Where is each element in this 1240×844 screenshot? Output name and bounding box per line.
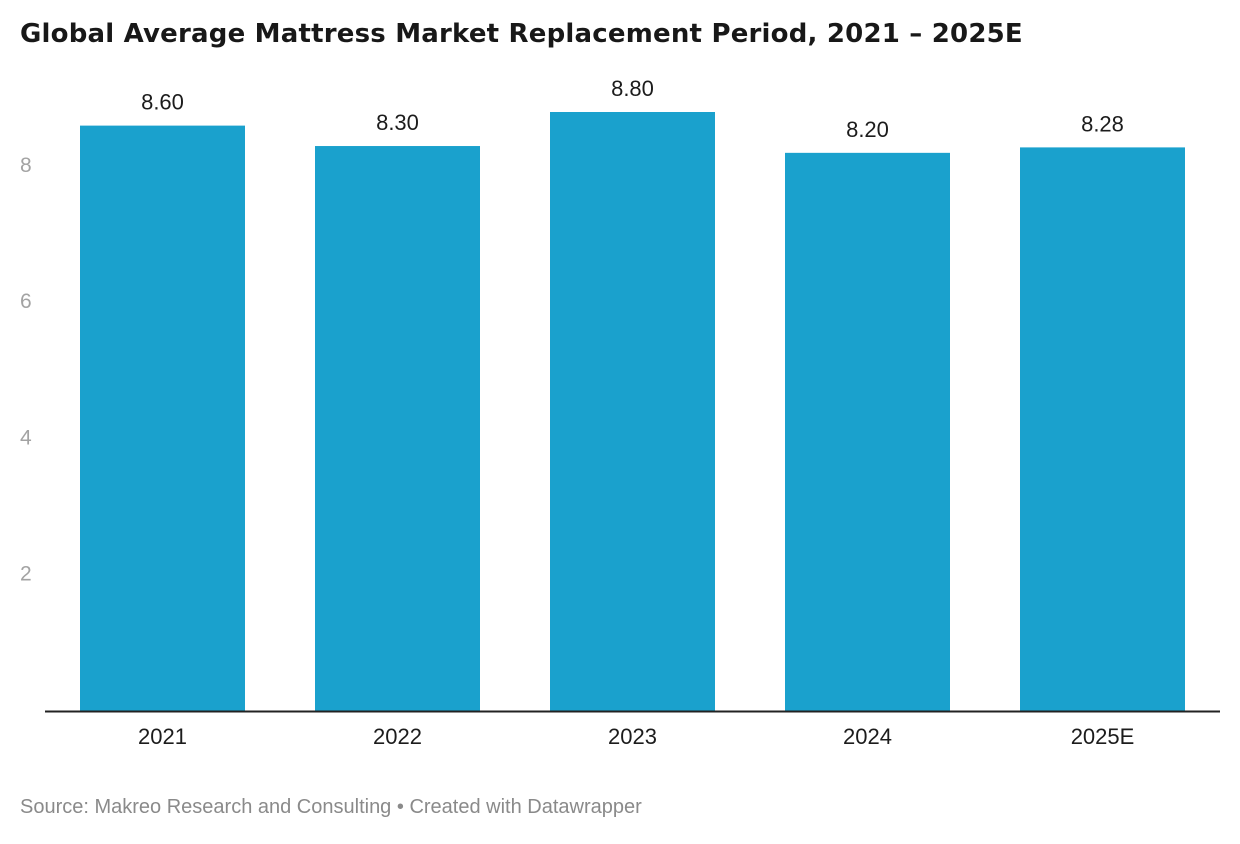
value-label-2023: 8.80	[611, 76, 654, 101]
value-label-2024: 8.20	[846, 117, 889, 142]
value-label-2021: 8.60	[141, 90, 184, 115]
chart-title: Global Average Mattress Market Replaceme…	[20, 19, 1023, 49]
y-tick-label: 8	[20, 154, 32, 177]
y-tick-label: 6	[20, 290, 32, 313]
source-note: Source: Makreo Research and Consulting	[20, 796, 392, 818]
y-tick-label: 4	[20, 426, 32, 449]
footer-separator: •	[391, 796, 410, 818]
datawrapper-credit: Created with Datawrapper	[409, 796, 642, 818]
x-tick-label-2023: 2023	[608, 724, 657, 749]
footer: Source: Makreo Research and Consulting •…	[20, 796, 642, 819]
bar-2024	[785, 152, 950, 711]
x-tick-label-2024: 2024	[843, 724, 892, 749]
value-label-2025E: 8.28	[1081, 111, 1124, 136]
bar-2022	[315, 146, 480, 712]
y-axis-ticks: 2 4 6 8	[20, 154, 32, 585]
x-tick-label-2025E: 2025E	[1071, 724, 1135, 749]
value-labels: 8.60 8.30 8.80 8.20 8.28	[141, 76, 1124, 142]
x-tick-label-2021: 2021	[138, 724, 187, 749]
bars	[80, 112, 1185, 712]
y-tick-label: 2	[20, 562, 32, 585]
x-tick-label-2022: 2022	[373, 724, 422, 749]
bar-2025E	[1020, 147, 1185, 712]
x-axis-labels: 2021 2022 2023 2024 2025E	[138, 724, 1134, 749]
bar-2021	[80, 125, 245, 711]
bar-2023	[550, 112, 715, 711]
value-label-2022: 8.30	[376, 110, 419, 135]
